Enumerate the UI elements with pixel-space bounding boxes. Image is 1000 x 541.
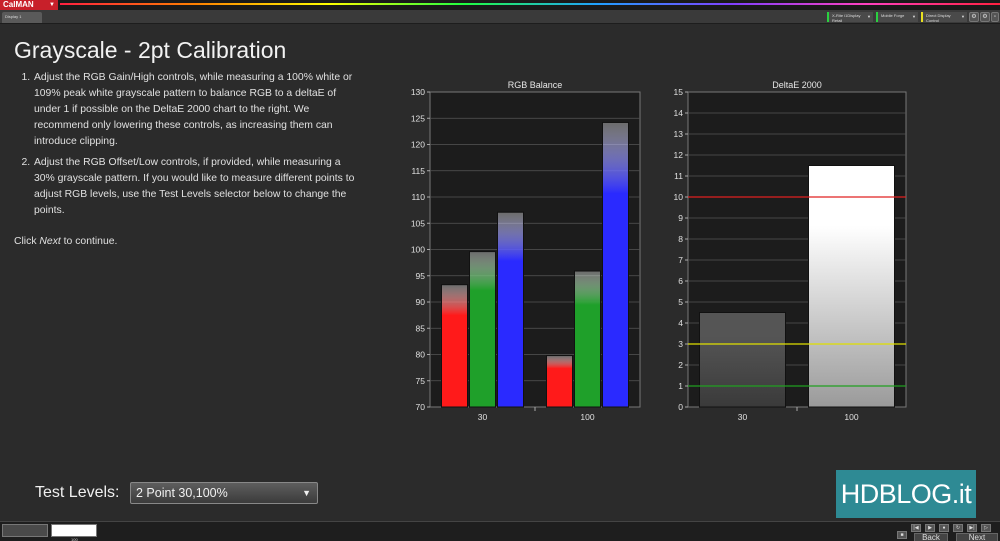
y-tick-label: 7: [678, 255, 683, 265]
page-title: Grayscale - 2pt Calibration: [14, 37, 287, 63]
rainbow-stripe: [60, 3, 1000, 5]
chevron-down-icon: ▼: [302, 488, 311, 498]
workflow-thumb-label: 100: [71, 537, 78, 541]
y-tick-label: 5: [678, 297, 683, 307]
y-tick-label: 13: [674, 129, 684, 139]
y-tick-label: 0: [678, 402, 683, 412]
continue-prefix: Click: [14, 236, 40, 247]
rgb-balance-title: RGB Balance: [507, 80, 563, 90]
info-icon[interactable]: ▫: [991, 12, 999, 22]
logo-text: CalMAN: [3, 0, 34, 9]
chevron-down-icon: ▼: [867, 14, 871, 19]
continue-hint: Click Next to continue.: [14, 236, 117, 247]
bottom-bar: 100 ■ |◀ ▶ ● ↻ ▶| ▷ Back Next: [0, 521, 1000, 541]
bar-green-30: [469, 251, 496, 408]
y-tick-label: 130: [411, 87, 425, 97]
y-tick-label: 1: [678, 381, 683, 391]
y-tick-label: 10: [674, 192, 684, 202]
y-tick-label: 115: [411, 166, 425, 176]
bar-blue-30: [497, 211, 524, 408]
y-tick-label: 6: [678, 276, 683, 286]
workflow-thumb-prev[interactable]: [2, 524, 48, 537]
continue-emphasis: Next: [39, 236, 61, 247]
settings-icon[interactable]: ⚙: [969, 12, 979, 22]
source-label: Mobile Forge: [881, 13, 905, 18]
y-tick-label: 14: [674, 108, 684, 118]
bar-green-100: [574, 270, 601, 408]
bar-red-30: [441, 284, 468, 408]
y-tick-label: 110: [411, 192, 425, 202]
display-control-selector[interactable]: Direct Display Control ▼: [921, 12, 967, 23]
source-selector[interactable]: Mobile Forge ▼: [876, 12, 918, 22]
y-tick-label: 80: [416, 350, 426, 360]
y-tick-label: 12: [674, 150, 684, 160]
meter-label: X-Rite i1Display Retail: [832, 13, 861, 23]
title-bar: CalMAN ▼: [0, 0, 1000, 10]
y-tick-label: 100: [411, 245, 425, 255]
chevron-down-icon: ▼: [49, 2, 55, 8]
bar-red-100: [546, 355, 573, 408]
x-tick-label: 100: [844, 412, 858, 422]
x-tick-label: 100: [580, 412, 594, 422]
y-tick-label: 120: [411, 140, 425, 150]
stop-icon[interactable]: ■: [897, 531, 907, 539]
bar-blue-100: [602, 121, 629, 408]
instruction-step-2: Adjust the RGB Offset/Low controls, if p…: [33, 155, 359, 219]
next-label: Next: [968, 533, 986, 541]
calman-logo-menu[interactable]: CalMAN ▼: [0, 0, 58, 10]
end-icon[interactable]: ▷: [981, 524, 991, 532]
back-label: Back: [922, 533, 940, 541]
tab-display[interactable]: Display 1: [2, 12, 42, 23]
deltae-title: DeltaE 2000: [772, 80, 822, 90]
last-icon[interactable]: ▶|: [967, 524, 977, 532]
chevron-down-icon: ▼: [961, 14, 965, 19]
y-tick-label: 8: [678, 234, 683, 244]
y-tick-label: 9: [678, 213, 683, 223]
bar-deltae-30: [699, 312, 786, 408]
y-tick-label: 75: [416, 376, 426, 386]
options-icon[interactable]: ⚙: [980, 12, 990, 22]
display-control-label: Direct Display Control: [926, 13, 951, 23]
hdblog-watermark: HDBLOG.it: [836, 470, 976, 518]
test-levels-value: 2 Point 30,100%: [136, 486, 228, 500]
y-tick-label: 15: [674, 87, 684, 97]
chevron-down-icon: ▼: [912, 14, 916, 19]
back-button[interactable]: Back: [914, 533, 948, 541]
rgb-balance-chart: 70 75 80 85 90 95 100 105 110 115 120 125 130 30 100: [411, 87, 641, 422]
x-tick-label: 30: [738, 412, 748, 422]
workflow-thumb-current[interactable]: [51, 524, 97, 537]
y-tick-label: 125: [411, 113, 425, 123]
y-tick-label: 11: [674, 171, 683, 181]
bar-deltae-100: [808, 165, 895, 408]
instructions: Adjust the RGB Gain/High controls, while…: [14, 70, 359, 224]
test-levels-select[interactable]: 2 Point 30,100% ▼: [130, 482, 318, 504]
continue-suffix: to continue.: [60, 236, 118, 247]
x-tick-label: 30: [478, 412, 488, 422]
y-tick-label: 85: [416, 323, 426, 333]
y-tick-label: 4: [678, 318, 683, 328]
meter-selector[interactable]: X-Rite i1Display Retail ▼: [827, 12, 873, 23]
next-button[interactable]: Next: [956, 533, 998, 541]
play-icon[interactable]: ▶: [925, 524, 935, 532]
y-tick-label: 95: [416, 271, 426, 281]
y-tick-label: 2: [678, 360, 683, 370]
test-levels-label: Test Levels:: [35, 484, 120, 501]
y-tick-label: 105: [411, 218, 425, 228]
y-tick-label: 90: [416, 297, 426, 307]
instruction-step-1: Adjust the RGB Gain/High controls, while…: [33, 70, 359, 150]
y-tick-label: 70: [416, 402, 426, 412]
loop-icon[interactable]: ↻: [953, 524, 963, 532]
record-icon[interactable]: ●: [939, 524, 949, 532]
first-icon[interactable]: |◀: [911, 524, 921, 532]
y-tick-label: 3: [678, 339, 683, 349]
toolbar: Display 1 X-Rite i1Display Retail ▼ Mobi…: [0, 10, 1000, 24]
